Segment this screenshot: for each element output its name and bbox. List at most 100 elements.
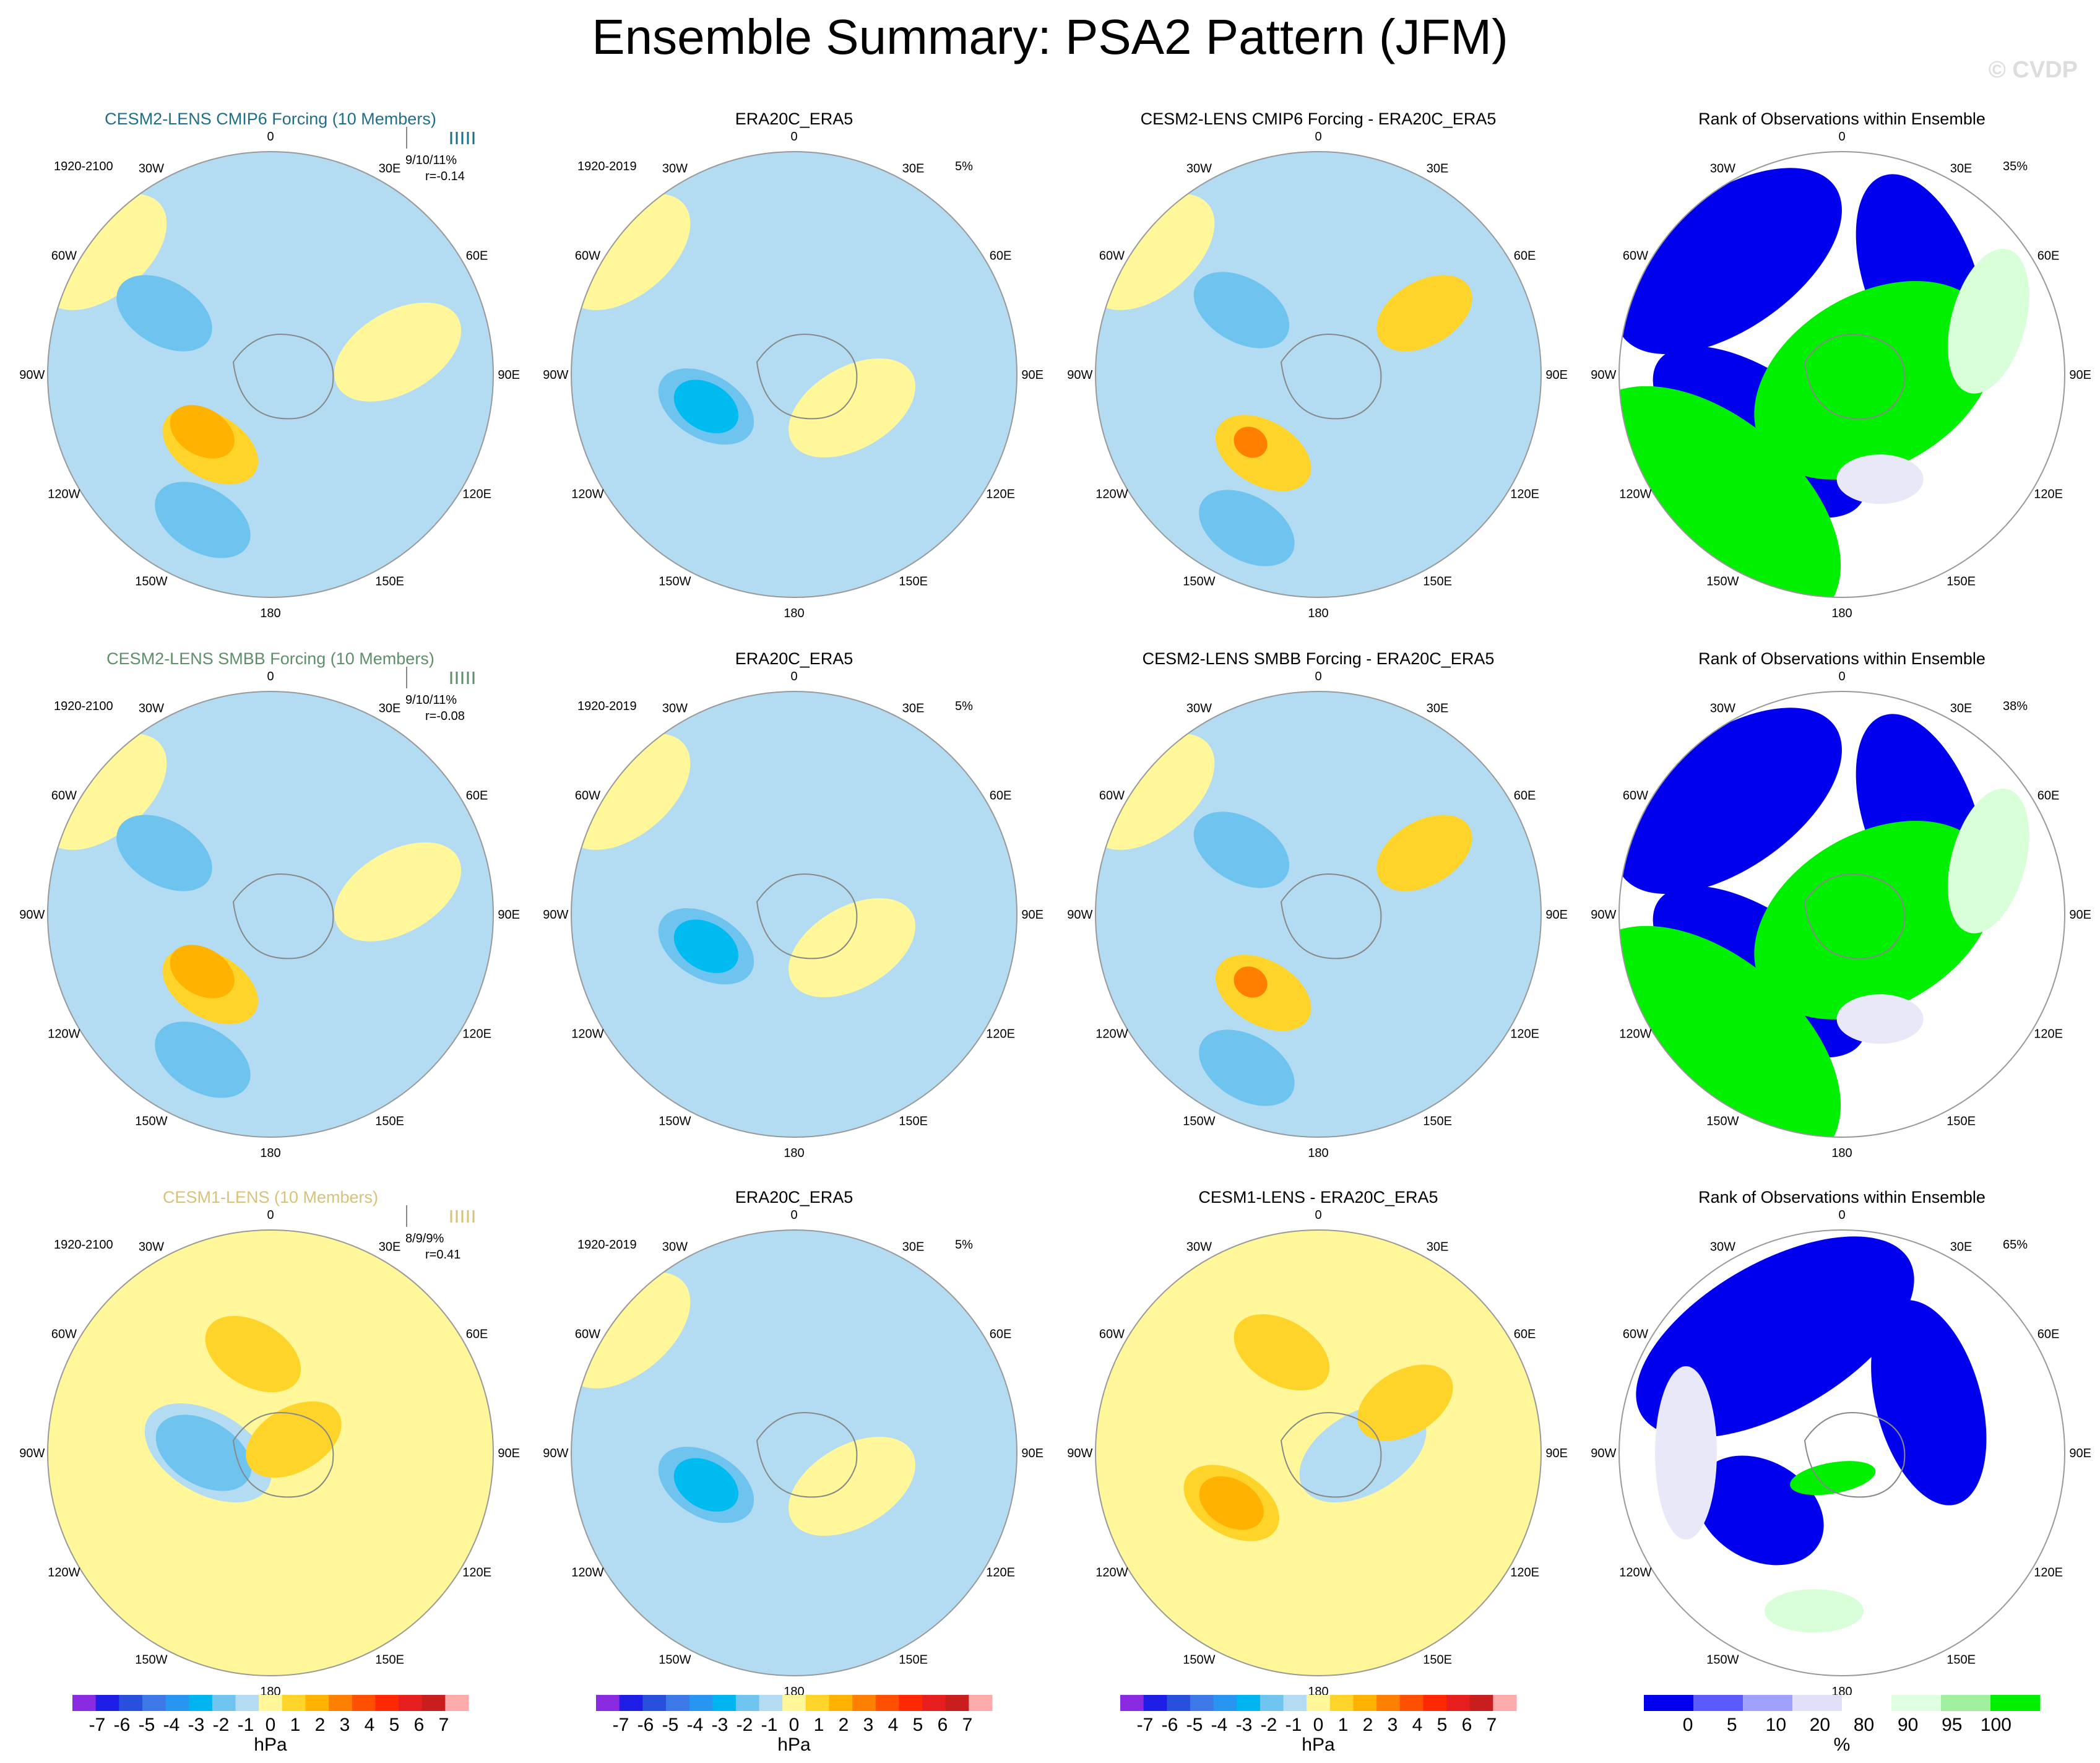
map-background <box>571 1230 1017 1676</box>
colorbar-tick-label: -1 <box>238 1715 254 1735</box>
colorbar-swatch <box>1493 1695 1517 1711</box>
lon-label: 0 <box>1838 1208 1845 1222</box>
rank-region-4 <box>1754 280 1996 480</box>
colorbar-tick-label: 10 <box>1766 1715 1786 1735</box>
lon-label: 30W <box>1186 1240 1212 1254</box>
colorbar-tick-label: -5 <box>662 1715 679 1735</box>
colorbar-tick-label: 20 <box>1810 1715 1830 1735</box>
colorbar-swatch <box>712 1695 737 1711</box>
panel-r3-c4: 030E60E90E120E150E180150W120W90W60W30WRa… <box>1591 1188 2091 1699</box>
lon-label: 60W <box>1623 249 1648 262</box>
variance-explained: 65% <box>2003 1238 2028 1252</box>
colorbar-swatch <box>235 1695 259 1711</box>
lon-label: 90E <box>498 908 520 922</box>
lon-label: 30E <box>1950 701 1973 715</box>
lon-label: 30E <box>902 1240 925 1254</box>
panel-title: ERA20C_ERA5 <box>735 649 853 668</box>
lon-label: 60E <box>466 789 488 802</box>
contour-region-4 <box>205 1315 301 1393</box>
lon-label: 90W <box>543 908 568 922</box>
variance-explained: 5% <box>955 160 973 173</box>
lon-label: 90E <box>2069 368 2091 382</box>
colorbar-tick-label: -3 <box>1236 1715 1253 1735</box>
colorbar-swatch <box>1353 1695 1377 1711</box>
contour-region-2 <box>1234 966 1268 998</box>
colorbar-swatch <box>1399 1695 1424 1711</box>
map-border <box>571 151 1018 598</box>
colorbar-swatch <box>1329 1695 1354 1711</box>
lon-label: 60W <box>1099 789 1125 802</box>
contour-region-3 <box>1376 815 1472 891</box>
lon-label: 150E <box>1423 575 1452 589</box>
map-border <box>1618 151 2065 598</box>
lon-label: 180 <box>1308 607 1328 620</box>
panel-title: CESM2-LENS SMBB Forcing (10 Members) <box>106 649 434 668</box>
lon-label: 150W <box>135 1653 167 1667</box>
colorbar-tick-label: 4 <box>888 1715 899 1735</box>
panel-r3-c1: 030E60E90E120E150E180150W120W90W60W30WCE… <box>19 1188 520 1699</box>
rank-region-6 <box>1948 248 2029 394</box>
lon-label: 150E <box>1947 1653 1976 1667</box>
contour-region-6 <box>116 275 212 352</box>
lon-label: 60E <box>466 1327 488 1341</box>
lon-label: 60W <box>51 1327 77 1341</box>
period-label: 1920-2100 <box>54 1238 113 1252</box>
contour-region-3 <box>334 842 462 942</box>
lon-label: 90E <box>2069 1447 2091 1460</box>
pattern-correlation: r=0.41 <box>425 1248 460 1262</box>
map-border <box>1095 1229 1542 1676</box>
colorbar-swatch <box>875 1695 899 1711</box>
colorbar-tick-label: 2 <box>1363 1715 1373 1735</box>
rank-region-6 <box>1948 788 2029 933</box>
lon-label: 30E <box>902 701 925 715</box>
lon-label: 0 <box>267 670 274 683</box>
stats-label: 9/10/11% <box>405 154 457 167</box>
lon-label: 120E <box>986 488 1015 501</box>
antarctica-coastline <box>232 873 334 959</box>
colorbar-swatch <box>596 1695 620 1711</box>
map-border <box>1618 1229 2065 1676</box>
map-background <box>571 152 1017 597</box>
panel-title: Rank of Observations within Ensemble <box>1698 649 1985 668</box>
colorbar-tick-label: -6 <box>1162 1715 1178 1735</box>
map-background <box>1095 152 1541 597</box>
antarctica-coastline <box>232 334 334 420</box>
panel-title: Rank of Observations within Ensemble <box>1698 110 1985 128</box>
lon-label: 30W <box>1710 1240 1735 1254</box>
colorbar-swatch <box>1307 1695 1331 1711</box>
lon-label: 60E <box>990 789 1012 802</box>
contour-region-3 <box>673 379 739 433</box>
colorbar-swatch <box>945 1695 969 1711</box>
lon-label: 0 <box>790 1208 797 1222</box>
colorbar-tick-label: 3 <box>863 1715 874 1735</box>
lon-label: 90E <box>1545 908 1568 922</box>
lon-label: 90E <box>1545 1447 1568 1460</box>
colorbar-tick-label: 0 <box>1683 1715 1693 1735</box>
colorbar-tick-label: 4 <box>1412 1715 1423 1735</box>
colorbar-swatch <box>642 1695 667 1711</box>
variance-explained: 35% <box>2003 160 2028 173</box>
colorbar-swatch <box>1190 1695 1214 1711</box>
colorbar-tick-label: 1 <box>814 1715 824 1735</box>
colorbar-tick-label: -4 <box>1211 1715 1228 1735</box>
lon-label: 0 <box>790 670 797 683</box>
colorbar-swatch <box>852 1695 876 1711</box>
lon-label: 90W <box>1067 368 1092 382</box>
contour-region-2 <box>155 1414 252 1491</box>
lon-label: 150E <box>1423 1115 1452 1128</box>
lon-label: 90E <box>498 1447 520 1460</box>
antarctica-coastline <box>756 1412 858 1498</box>
panel-title: CESM1-LENS - ERA20C_ERA5 <box>1198 1188 1438 1206</box>
lon-label: 150W <box>1183 1653 1215 1667</box>
colorbar-tick-label: 7 <box>1487 1715 1497 1735</box>
lon-label: 120E <box>2034 1566 2063 1580</box>
contour-region-4 <box>1193 272 1290 349</box>
colorbar-swatch <box>421 1695 446 1711</box>
lon-label: 60E <box>2037 1327 2060 1341</box>
lon-label: 150E <box>899 1653 928 1667</box>
map-border <box>571 1229 1018 1676</box>
lon-label: 120W <box>571 1566 603 1580</box>
panel-title: ERA20C_ERA5 <box>735 1188 853 1206</box>
lon-label: 150E <box>375 1653 404 1667</box>
lon-label: 30W <box>662 1240 688 1254</box>
